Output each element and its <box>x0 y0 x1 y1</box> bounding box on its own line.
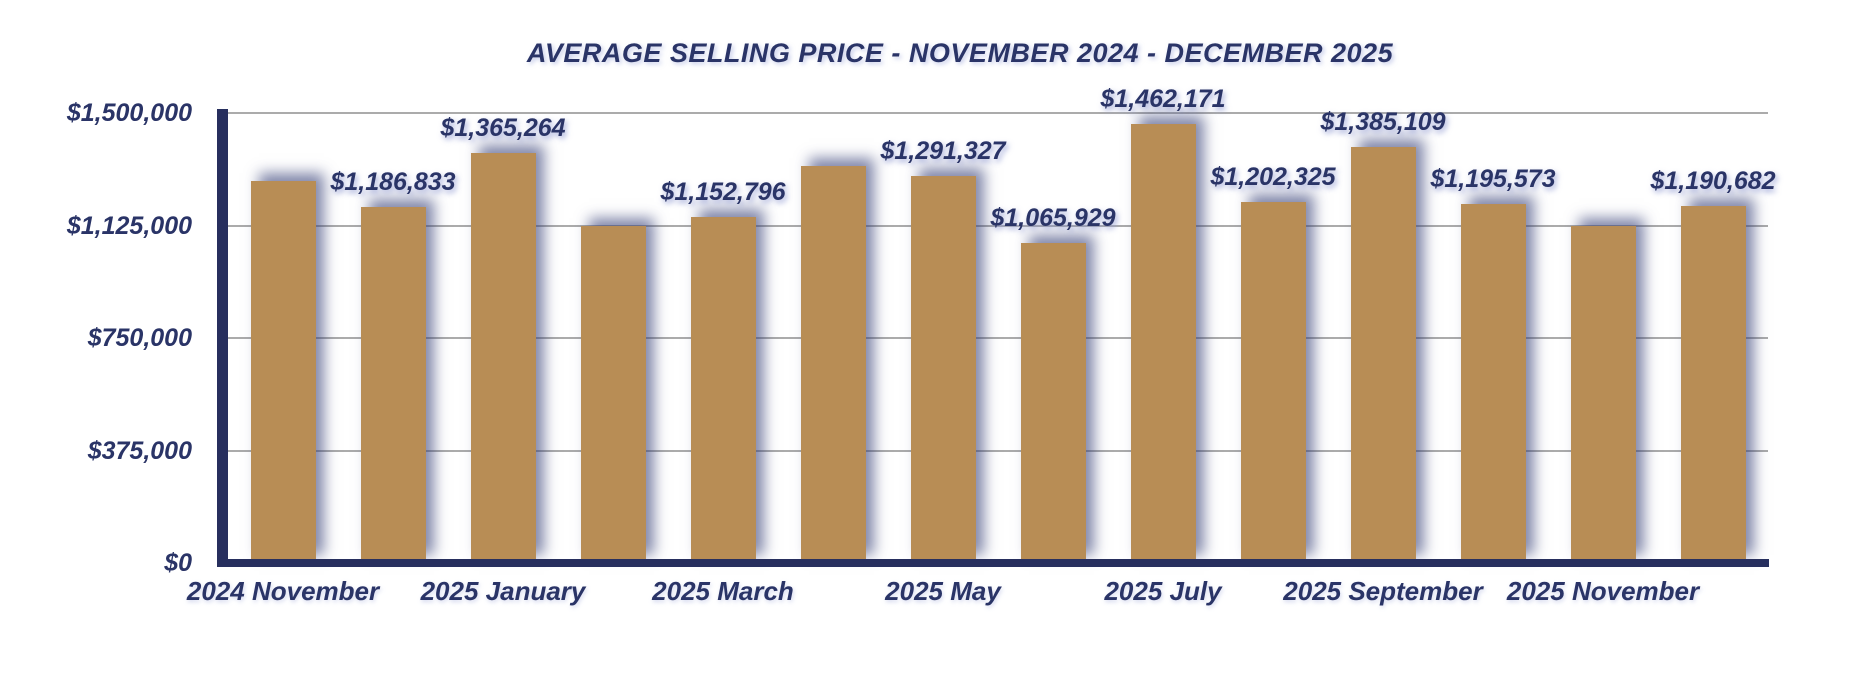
bar-value-label-2025-march: $1,152,796 <box>660 178 786 207</box>
bar-2025-october <box>1460 204 1526 563</box>
bar-value-label-2025-june: $1,065,929 <box>990 204 1116 233</box>
x-axis-tick-label-2025-march: 2025 March <box>652 576 794 606</box>
x-axis-tick-label-2025-may: 2025 May <box>885 576 1001 606</box>
bar-2025-december <box>1680 205 1746 563</box>
bar-value-label-2025-september: $1,385,109 <box>1320 108 1446 137</box>
x-axis-tick-label-2024-november: 2024 November <box>186 576 380 606</box>
bar-2024-december <box>360 206 426 563</box>
gridline <box>228 337 1768 339</box>
x-axis-tick-label-2025-july: 2025 July <box>1104 576 1222 606</box>
bar-2025-july <box>1130 124 1196 563</box>
x-axis-tick-label-2025-september: 2025 September <box>1283 576 1483 606</box>
bar-2025-january <box>470 153 536 563</box>
bar-value-label-2025-july: $1,462,171 <box>1100 85 1226 114</box>
bar-2025-april <box>800 166 866 563</box>
bar-2024-november <box>250 181 316 563</box>
y-axis-tick-label: $1,125,000 <box>66 211 192 240</box>
x-axis-tick-label-2025-november: 2025 November <box>1506 576 1700 606</box>
x-axis-tick-label-2025-january: 2025 January <box>420 576 586 606</box>
bar-value-label-2025-august: $1,202,325 <box>1210 163 1336 192</box>
gridline <box>228 224 1768 227</box>
chart-title: AVERAGE SELLING PRICE - NOVEMBER 2024 - … <box>526 38 1394 68</box>
x-axis-line <box>217 559 1769 567</box>
bar-2025-march <box>690 217 756 563</box>
bar-2025-september <box>1350 147 1416 563</box>
y-axis-tick-label: $750,000 <box>87 324 192 352</box>
y-axis-line <box>217 109 228 567</box>
bar-2025-june <box>1020 243 1086 563</box>
y-axis-tick-label: $1,500,000 <box>66 99 192 127</box>
gridline <box>228 449 1768 452</box>
bar-value-label-2024-december: $1,186,833 <box>330 167 456 196</box>
bar-value-label-2025-may: $1,291,327 <box>880 136 1006 165</box>
bar-value-label-2025-january: $1,365,264 <box>440 114 566 143</box>
bar-value-label-2025-december: $1,190,682 <box>1650 166 1776 195</box>
bar-2025-november <box>1570 226 1636 563</box>
gridline <box>228 112 1768 114</box>
bar-2025-may <box>910 175 976 563</box>
bar-2025-august <box>1240 202 1306 563</box>
y-axis-tick-label: $375,000 <box>87 436 192 465</box>
y-axis-tick-label: $0 <box>164 549 192 577</box>
bar-value-label-2025-october: $1,195,573 <box>1430 165 1556 194</box>
bar-2025-february <box>580 226 646 563</box>
